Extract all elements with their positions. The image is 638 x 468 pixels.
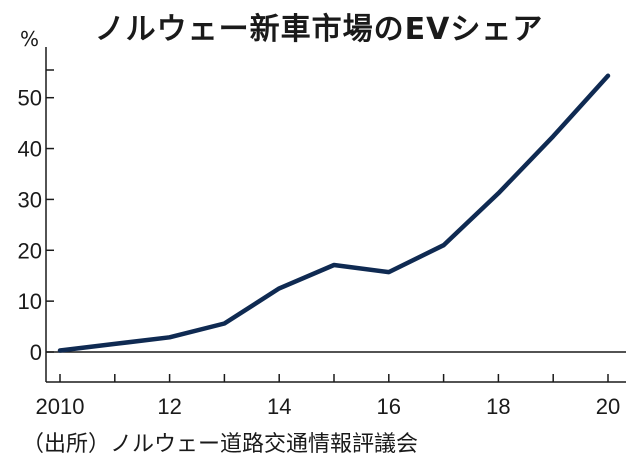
y-tick-label: 30 xyxy=(18,187,42,212)
x-tick-label: 14 xyxy=(267,394,291,419)
x-tick-label: 16 xyxy=(377,394,401,419)
series-line xyxy=(57,73,611,353)
chart-title: ノルウェー新車市場のEVシェア xyxy=(94,12,544,47)
source-note: （出所）ノルウェー道路交通情報評議会 xyxy=(22,432,419,457)
x-tick-label: 2010 xyxy=(36,394,85,419)
y-tick-label: 50 xyxy=(18,86,42,111)
x-tick-label: 12 xyxy=(157,394,181,419)
y-tick-label: 20 xyxy=(18,238,42,263)
y-tick-label: 10 xyxy=(18,289,42,314)
y-tick-label: 40 xyxy=(18,137,42,162)
x-tick-label: 20 xyxy=(596,394,620,419)
x-tick-label: 18 xyxy=(486,394,510,419)
y-unit-label: % xyxy=(20,27,39,51)
y-axis: 0 10 20 30 40 50 xyxy=(18,47,54,382)
y-tick-label: 0 xyxy=(30,340,42,365)
x-axis: 2010 12 14 16 18 20 xyxy=(36,351,626,419)
series-group xyxy=(57,73,611,353)
